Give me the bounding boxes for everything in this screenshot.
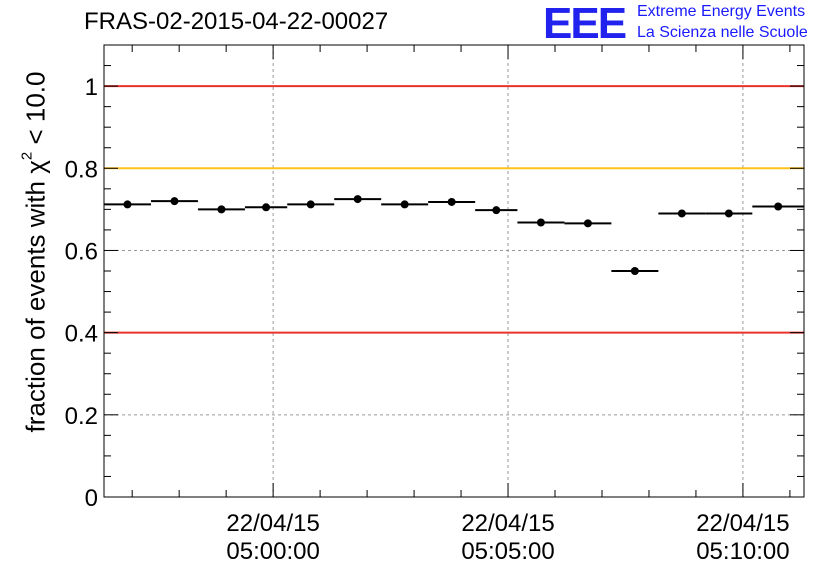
plot-frame: [103, 44, 805, 498]
data-point: [536, 218, 545, 227]
logo-line-1: Extreme Energy Events: [637, 3, 806, 20]
y-tick-label: 0.4: [65, 321, 98, 348]
data-point: [400, 200, 409, 209]
x-tick-time-label: 05:10:00: [696, 538, 789, 565]
data-point: [583, 219, 592, 228]
data-point: [170, 197, 179, 206]
chart-title: FRAS-02-2015-04-22-00027: [84, 8, 389, 35]
data-point: [724, 209, 733, 218]
data-point: [306, 200, 315, 209]
y-axis-label: fraction of events with χ2 < 10.0: [18, 71, 52, 433]
x-tick-time-label: 05:05:00: [461, 538, 554, 565]
data-point: [677, 209, 686, 218]
eee-logo: EEE: [543, 0, 627, 48]
data-point: [774, 202, 783, 211]
y-tick-label: 1: [85, 74, 98, 101]
y-tick-label: 0.2: [65, 403, 98, 430]
x-tick-date-label: 22/04/15: [696, 510, 789, 537]
chi-exponent: 2: [18, 151, 36, 161]
logo-line-2: La Scienza nelle Scuole: [637, 24, 808, 41]
data-point: [630, 267, 639, 275]
y-tick-label: 0.6: [65, 238, 98, 265]
chi-symbol: χ: [20, 160, 51, 174]
data-point: [217, 205, 226, 214]
data-point: [262, 203, 271, 212]
data-point: [447, 197, 456, 206]
x-tick-date-label: 22/04/15: [461, 510, 554, 537]
y-axis-label-suffix: < 10.0: [20, 71, 51, 152]
x-tick-time-label: 05:00:00: [226, 538, 319, 565]
data-point: [123, 200, 132, 209]
data-point: [353, 195, 362, 204]
y-tick-label: 0: [85, 485, 98, 512]
y-tick-label: 0.8: [65, 156, 98, 183]
x-tick-date-label: 22/04/15: [226, 510, 319, 537]
y-axis-label-prefix: fraction of events with: [20, 173, 51, 433]
data-point: [492, 206, 501, 215]
